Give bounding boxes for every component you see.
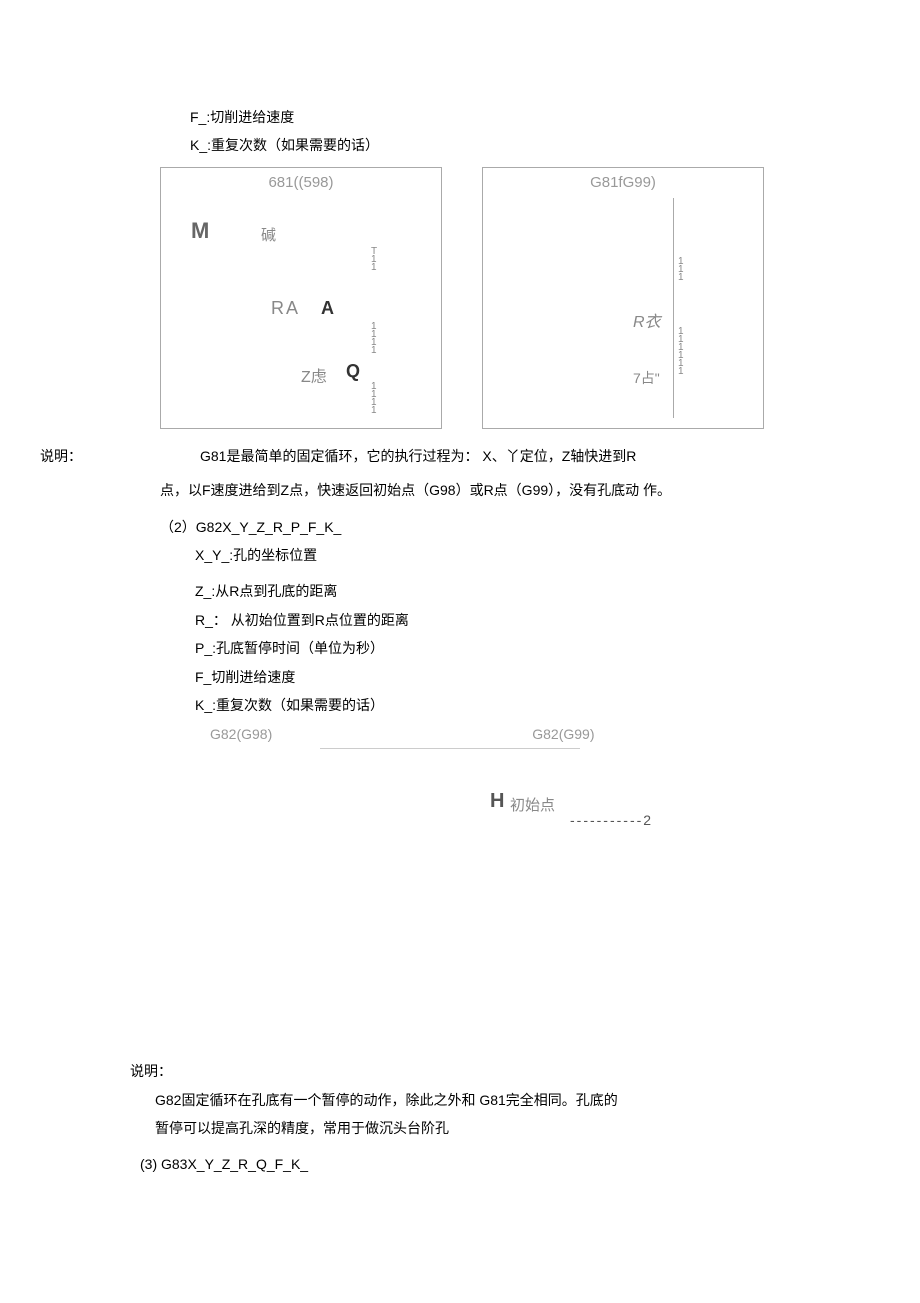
diagram-header-left: 681((598) — [161, 168, 441, 191]
r-label-right: R衣 — [633, 308, 661, 332]
g82-divider — [320, 748, 580, 750]
vertical-ticks-2: 1111 — [371, 323, 377, 355]
ra-label: RA — [271, 298, 300, 319]
jian-label: 碱 — [261, 224, 276, 245]
g81-g99-diagram: G81fG99) 111 R衣 111111 7占" — [482, 167, 764, 429]
vertical-ticks-3: 1111 — [371, 383, 377, 415]
g82-header-left: G82(G98) — [210, 726, 272, 742]
g82-k: K_:重复次数（如果需要的话） — [195, 694, 880, 716]
vertical-ticks-r2: 111111 — [678, 328, 684, 376]
h-label: H — [490, 790, 504, 813]
a-label: A — [321, 298, 334, 319]
g82-title: （2）G82X_Y_Z_R_P_F_K_ — [160, 516, 880, 538]
description-1-label: 说明： — [40, 445, 160, 467]
g81-diagrams-row: 681((598) M 碱 T11 RA A 1111 Z虑 Q 1111 G8… — [160, 167, 880, 429]
vertical-ticks-1: T11 — [371, 248, 377, 272]
init-point-label: 初始点 — [510, 794, 555, 815]
g82-r: R_： 从初始位置到R点位置的距离 — [195, 609, 880, 631]
m-label: M — [191, 218, 209, 244]
g81-g98-diagram: 681((598) M 碱 T11 RA A 1111 Z虑 Q 1111 — [160, 167, 442, 429]
g82-header-right: G82(G99) — [532, 726, 594, 742]
g83-title: (3) G83X_Y_Z_R_Q_F_K_ — [140, 1153, 880, 1175]
g82-diagram-area: H 初始点 -----------2 — [160, 770, 880, 1050]
q-label: Q — [346, 361, 360, 382]
dash-2-label: -----------2 — [570, 812, 653, 828]
description-1-line1: G81是最简单的固定循环，它的执行过程为： X、丫定位，Z轴快进到R — [200, 445, 880, 467]
g82-f: F_切削进给速度 — [195, 666, 880, 688]
description-2-label: 说明： — [130, 1060, 880, 1082]
vertical-line — [673, 198, 674, 418]
description-1-line2: 点，以F速度进给到Z点，快速返回初始点（G98）或R点（G99），没有孔底动 作… — [160, 479, 880, 501]
description-2-line2: 暂停可以提高孔深的精度，常用于做沉头台阶孔 — [155, 1117, 880, 1139]
g82-xy: X_Y_:孔的坐标位置 — [195, 544, 880, 566]
diagram-header-right: G81fG99) — [483, 168, 763, 191]
g82-p: P_:孔底暂停时间（单位为秒） — [195, 637, 880, 659]
g82-z: Z_:从R点到孔底的距离 — [195, 580, 880, 602]
vertical-ticks-r1: 111 — [678, 258, 684, 282]
description-2-line1: G82固定循环在孔底有一个暂停的动作，除此之外和 G81完全相同。孔底的 — [155, 1089, 880, 1111]
k-description: K_:重复次数（如果需要的话） — [190, 134, 880, 156]
f-description: F_:切削进给速度 — [190, 106, 880, 128]
description-1-row: 说明： G81是最简单的固定循环，它的执行过程为： X、丫定位，Z轴快进到R — [40, 439, 880, 473]
z-label: Z虑 — [301, 363, 327, 387]
seven-label: 7占" — [633, 368, 660, 388]
g82-diagram-headers: G82(G98) G82(G99) — [210, 726, 880, 742]
